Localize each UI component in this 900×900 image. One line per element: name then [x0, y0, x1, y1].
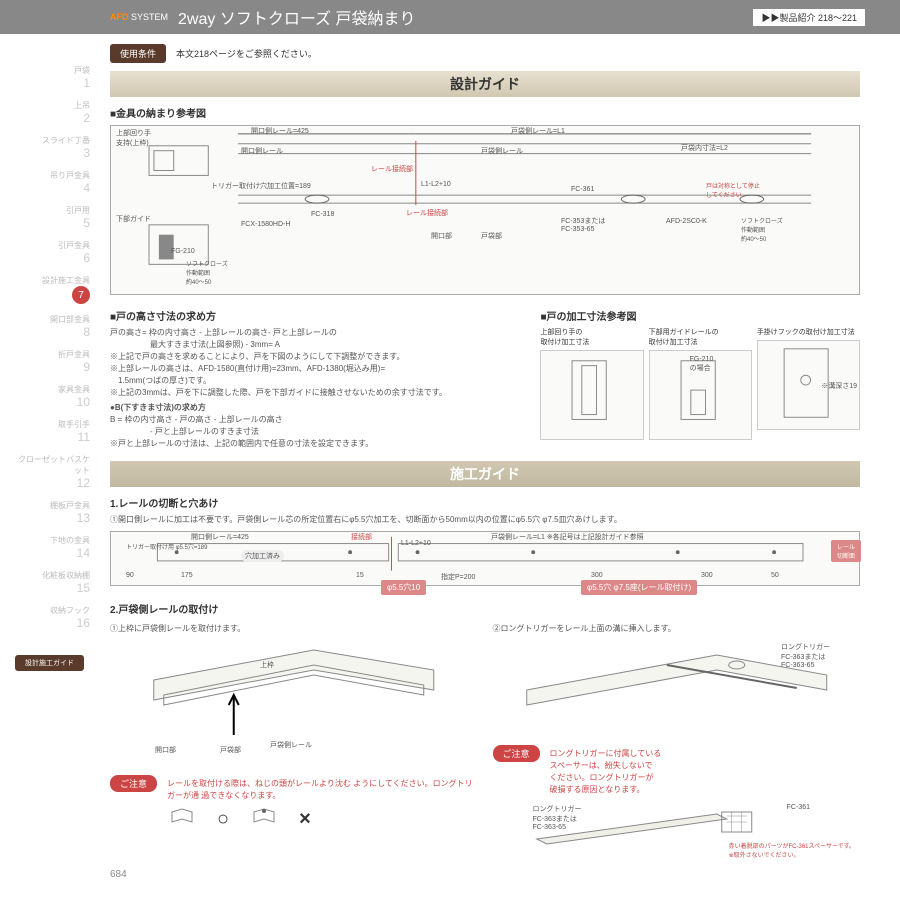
rail-cut-text: ①開口側レールに加工は不要です。戸袋側レール芯の所定位置右にφ5.5穴加工を、切…	[110, 514, 860, 526]
page-number: 684	[110, 869, 860, 880]
rail-cut-title: 1.レールの切断と穴あけ	[110, 495, 860, 510]
sidebar-item[interactable]: クローゼットバスケット12	[15, 454, 95, 490]
design-guide-header: 設計ガイド	[110, 71, 860, 97]
caution-badge-1: ご注意	[110, 775, 157, 792]
usage-conditions: 使用条件 本文218ページをご参照ください。	[110, 44, 860, 63]
caution-badge-2: ご注意	[493, 745, 540, 762]
sidebar-item[interactable]: 戸袋1	[15, 65, 95, 90]
rail-cutting-diagram: 開口側レール=425 トリガー取付け用 φ5.5穴=189 穴加工済み 接続部 …	[110, 531, 860, 586]
sidebar-nav: 戸袋1 上吊2 スライド丁番3 吊り戸金具4 引戸用5 引戸金具6 設計施工金具7 開口部金具…	[15, 55, 95, 671]
construction-guide-header: 施工ガイド	[110, 461, 860, 487]
door-height-calc-title: ■戸の高さ寸法の求め方	[110, 308, 525, 323]
brand: AFD SYSTEM	[110, 12, 168, 22]
caution-text-1: ロングトリガーに付属している スペーサーは、紛失しないで ください。ロングトリガ…	[550, 748, 662, 796]
sidebar-item[interactable]: 吊り戸金具4	[15, 170, 95, 195]
sidebar-item[interactable]: 棚板戸金具13	[15, 500, 95, 525]
sidebar-bottom-label: 設計施工ガイド	[15, 655, 84, 671]
page-title: 2way ソフトクローズ 戸袋納まり	[178, 5, 415, 29]
machining-diagram-3: ※溝深さ19	[757, 340, 860, 430]
sidebar-item[interactable]: 化粧板収納棚15	[15, 570, 95, 595]
fitting-reference-diagram: 上部回り手 支持(上枠) 開口側レール=425 戸袋側レール=L1 戸袋内寸法=…	[110, 125, 860, 295]
product-ref-badge: ▶▶製品紹介 218～221	[753, 9, 865, 26]
door-machining-title: ■戸の加工寸法参考図	[540, 308, 860, 323]
sidebar-item[interactable]: 収納フック16	[15, 605, 95, 630]
sidebar-item[interactable]: 引戸用5	[15, 205, 95, 230]
page-header: AFD SYSTEM 2way ソフトクローズ 戸袋納まり ▶▶製品紹介 218…	[0, 0, 900, 34]
sidebar-item[interactable]: 上吊2	[15, 100, 95, 125]
install-diagram-1: 上枠 開口部 戸袋部 戸袋側レール	[110, 640, 478, 770]
machining-diagram-1	[540, 350, 643, 440]
sidebar-item[interactable]: 開口部金具8	[15, 314, 95, 339]
sidebar-item[interactable]: 引戸金具6	[15, 240, 95, 265]
rail-install-title: 2.戸袋側レールの取付け	[110, 601, 860, 616]
usage-text: 本文218ページをご参照ください。	[176, 47, 317, 60]
sidebar-item[interactable]: 折戸金具9	[15, 349, 95, 374]
sidebar-item[interactable]: 取手引手11	[15, 419, 95, 444]
bottom-caution-text: レールを取付ける際は、ねじの頭がレールより沈む ようにしてください。ロングトリガ…	[167, 778, 477, 802]
install-diagram-2: ロングトリガー FC-363または FC-363-65	[493, 640, 861, 740]
sidebar-item[interactable]: 設計施工金具7	[15, 275, 95, 304]
install-step2: ②ロングトリガーをレール上面の溝に挿入します。	[493, 623, 861, 635]
install-step1: ①上枠に戸袋側レールを取付けます。	[110, 623, 478, 635]
sidebar-item[interactable]: スライド丁番3	[15, 135, 95, 160]
usage-badge: 使用条件	[110, 44, 166, 63]
calc-text: 戸の高さ= 枠の内寸高さ - 上部レールの高さ- 戸と上部レールの 最大すきま寸…	[110, 327, 525, 399]
fitting-ref-title: ■金具の納まり参考図	[110, 105, 860, 120]
sidebar-item[interactable]: 下地の金具14	[15, 535, 95, 560]
calc-sub: ●B(下すきま寸法)の求め方 B = 枠の内寸高さ - 戸の高さ - 上部レール…	[110, 402, 525, 450]
spacer-diagram: ロングトリガー FC-363または FC-363-65 FC-361 赤い着脱部…	[493, 804, 861, 859]
machining-diagram-2: FG-210 の場合	[649, 350, 752, 440]
ok-ng-indicators: ○ ×	[167, 807, 477, 832]
sidebar-item[interactable]: 家具金具10	[15, 384, 95, 409]
